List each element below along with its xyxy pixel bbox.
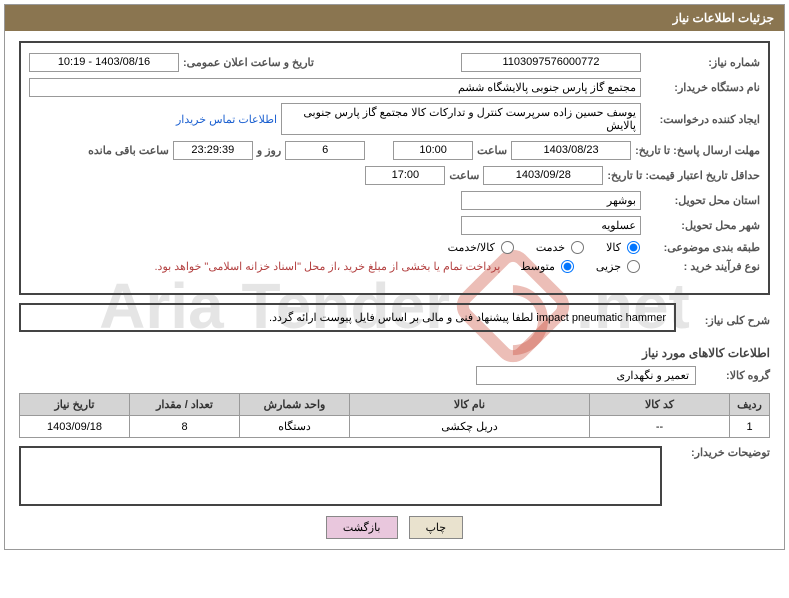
col-header: واحد شمارش — [240, 394, 350, 416]
print-button[interactable]: چاپ — [409, 516, 464, 539]
process-label: نوع فرآیند خرید : — [645, 260, 760, 273]
cat-service-label: خدمت — [536, 241, 565, 254]
buyer-org-field: مجتمع گاز پارس جنوبی پالایشگاه ششم — [29, 78, 641, 97]
radio-medium[interactable] — [561, 260, 574, 273]
col-header: تعداد / مقدار — [130, 394, 240, 416]
need-no-label: شماره نیاز: — [645, 56, 760, 69]
details-panel: جزئیات اطلاعات نیاز Aria Tender .net شما… — [4, 4, 785, 550]
items-table: ردیفکد کالانام کالاواحد شمارشتعداد / مقد… — [19, 393, 770, 438]
payment-note: پرداخت تمام یا بخشی از مبلغ خرید ،از محل… — [155, 260, 501, 273]
buyer-contact-link[interactable]: اطلاعات تماس خریدار — [176, 113, 277, 126]
deadline-time-field: 10:00 — [393, 141, 473, 160]
announce-field: 1403/08/16 - 10:19 — [29, 53, 179, 72]
table-row: 1--دریل چکشیدستگاه81403/09/18 — [20, 416, 770, 438]
city-field: عسلویه — [461, 216, 641, 235]
min-validity-time-field: 17:00 — [365, 166, 445, 185]
col-header: کد کالا — [590, 394, 730, 416]
remaining-label: ساعت باقی مانده — [88, 144, 169, 157]
items-section-title: اطلاعات کالاهای مورد نیاز — [19, 346, 770, 360]
min-validity-label: حداقل تاریخ اعتبار قیمت: تا تاریخ: — [607, 169, 760, 182]
requester-field: یوسف حسین زاده سرپرست کنترل و تدارکات کا… — [281, 103, 641, 135]
radio-goods[interactable] — [627, 241, 640, 254]
table-cell: 1403/09/18 — [20, 416, 130, 438]
time-label-2: ساعت — [449, 169, 479, 182]
overall-desc-label: شرح کلی نیاز: — [680, 314, 770, 327]
buyer-notes-box — [19, 446, 662, 506]
deadline-send-label: مهلت ارسال پاسخ: تا تاریخ: — [635, 144, 760, 157]
cat-goods-label: کالا — [606, 241, 621, 254]
days-field: 6 — [285, 141, 365, 160]
province-label: استان محل تحویل: — [645, 194, 760, 207]
col-header: نام کالا — [350, 394, 590, 416]
table-cell: دستگاه — [240, 416, 350, 438]
radio-goods-service[interactable] — [501, 241, 514, 254]
table-cell: 1 — [730, 416, 770, 438]
announce-label: تاریخ و ساعت اعلان عمومی: — [183, 56, 314, 69]
min-validity-date-field: 1403/09/28 — [483, 166, 603, 185]
table-cell: دریل چکشی — [350, 416, 590, 438]
buyer-notes-label: توضیحات خریدار: — [670, 446, 770, 459]
need-no-field: 1103097576000772 — [461, 53, 641, 72]
cat-goods-service-label: کالا/خدمت — [448, 241, 495, 254]
overall-desc-box: impact pneumatic hammer لطفا پیشنهاد فنی… — [19, 303, 676, 332]
countdown-field: 23:29:39 — [173, 141, 253, 160]
group-label: گروه کالا: — [700, 369, 770, 382]
city-label: شهر محل تحویل: — [645, 219, 760, 232]
back-button[interactable]: بازگشت — [326, 516, 398, 539]
time-label-1: ساعت — [477, 144, 507, 157]
radio-service[interactable] — [571, 241, 584, 254]
proc-medium-label: متوسط — [520, 260, 555, 273]
days-and-label: روز و — [257, 144, 281, 157]
buyer-org-label: نام دستگاه خریدار: — [645, 81, 760, 94]
radio-minor[interactable] — [627, 260, 640, 273]
table-cell: 8 — [130, 416, 240, 438]
table-cell: -- — [590, 416, 730, 438]
inner-box: شماره نیاز: 1103097576000772 تاریخ و ساع… — [19, 41, 770, 295]
col-header: ردیف — [730, 394, 770, 416]
category-label: طبقه بندی موضوعی: — [645, 241, 760, 254]
col-header: تاریخ نیاز — [20, 394, 130, 416]
requester-label: ایجاد کننده درخواست: — [645, 113, 760, 126]
panel-title: جزئیات اطلاعات نیاز — [5, 5, 784, 31]
province-field: بوشهر — [461, 191, 641, 210]
proc-minor-label: جزیی — [596, 260, 621, 273]
deadline-date-field: 1403/08/23 — [511, 141, 631, 160]
group-field: تعمیر و نگهداری — [476, 366, 696, 385]
